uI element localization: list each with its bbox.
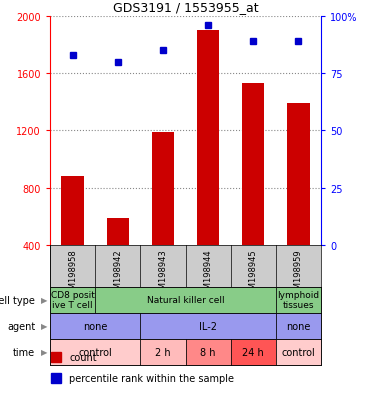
Text: Natural killer cell: Natural killer cell <box>147 296 224 304</box>
Bar <box>140 313 276 339</box>
Bar <box>50 287 95 313</box>
Text: time: time <box>13 347 35 357</box>
Bar <box>50 339 140 365</box>
Text: GSM198943: GSM198943 <box>158 249 167 300</box>
Text: lymphoid
tissues: lymphoid tissues <box>277 290 319 310</box>
Text: CD8 posit
ive T cell: CD8 posit ive T cell <box>51 290 95 310</box>
Bar <box>186 339 231 365</box>
Bar <box>140 339 186 365</box>
Text: GSM198945: GSM198945 <box>249 249 258 299</box>
Bar <box>276 313 321 339</box>
Bar <box>152 133 174 303</box>
Text: ▶: ▶ <box>41 322 48 330</box>
Bar <box>287 104 310 303</box>
Bar <box>242 84 265 303</box>
Title: GDS3191 / 1553955_at: GDS3191 / 1553955_at <box>113 1 258 14</box>
Text: ▶: ▶ <box>41 296 48 304</box>
Bar <box>106 218 129 303</box>
Text: 24 h: 24 h <box>242 347 264 357</box>
Bar <box>231 339 276 365</box>
Bar <box>276 339 321 365</box>
Text: control: control <box>78 347 112 357</box>
Text: cell type: cell type <box>0 295 35 305</box>
Bar <box>95 287 276 313</box>
Text: none: none <box>286 321 311 331</box>
Text: none: none <box>83 321 108 331</box>
Bar <box>61 177 84 303</box>
Bar <box>50 313 140 339</box>
Text: control: control <box>282 347 315 357</box>
Text: agent: agent <box>7 321 35 331</box>
Bar <box>276 287 321 313</box>
Text: 2 h: 2 h <box>155 347 171 357</box>
Text: GSM198942: GSM198942 <box>113 249 122 299</box>
Text: percentile rank within the sample: percentile rank within the sample <box>69 373 234 383</box>
Text: GSM198944: GSM198944 <box>204 249 213 299</box>
Text: 8 h: 8 h <box>200 347 216 357</box>
Text: GSM198958: GSM198958 <box>68 249 77 300</box>
Bar <box>197 31 219 303</box>
Text: count: count <box>69 352 97 362</box>
Text: IL-2: IL-2 <box>199 321 217 331</box>
Text: GSM198959: GSM198959 <box>294 249 303 299</box>
Text: ▶: ▶ <box>41 348 48 356</box>
